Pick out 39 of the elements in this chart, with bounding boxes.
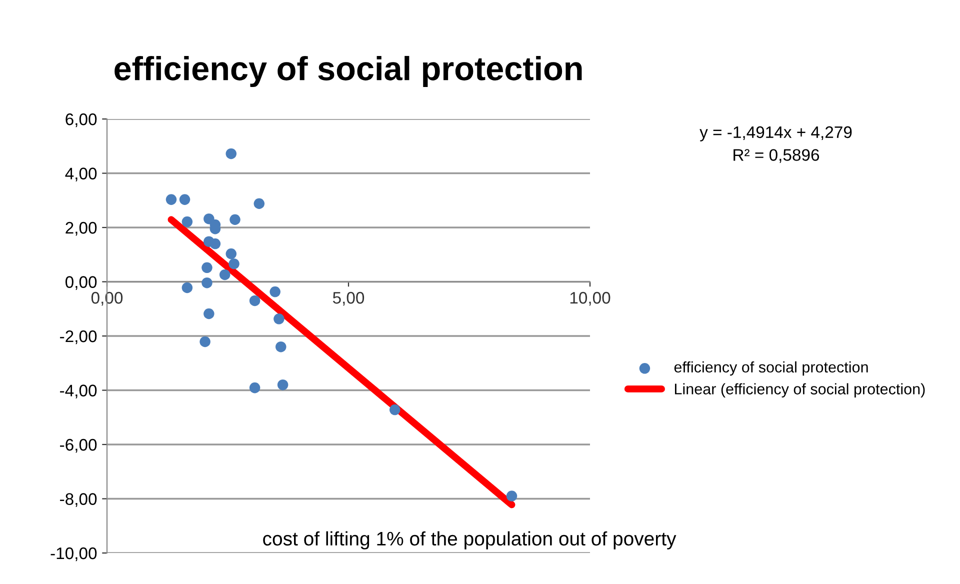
y-tick-label: 0,00 [65,276,97,290]
chart-title: efficiency of social protection [114,56,582,88]
y-tick-label: 2,00 [66,222,97,236]
y-tick-label: -10,00 [50,547,97,562]
y-tick-label: 6,00 [66,113,97,128]
text: y = -1,4914x + 4,279 R² = 0,5896 [700,126,852,163]
point [202,262,212,274]
y-tick-label: -2,00 [60,330,97,344]
point [506,490,518,502]
point [254,198,265,210]
point [204,308,214,320]
legend-label: Linear (efficiency of social protection) [674,383,925,398]
y-tick-label: 4,00 [65,168,97,182]
point [270,286,280,298]
point [202,277,212,288]
x-tick-label: 10,00 [570,292,610,306]
y-tick-label: -6,00 [60,438,97,453]
y-tick-label: -4,00 [60,384,97,398]
point [389,404,400,416]
point [274,314,284,324]
point [182,216,193,228]
point [249,382,260,394]
point [200,336,210,348]
point [226,248,237,260]
point [226,148,237,160]
point [210,238,221,250]
point [166,194,177,205]
y-tick-label: -8,00 [60,493,97,507]
x-axis-title: cost of lifting 1% of the population out of poverty [263,531,676,550]
point [228,258,240,270]
point [276,341,286,352]
point [219,269,230,280]
point [249,295,260,306]
point [277,379,288,390]
point [179,194,190,205]
point [230,214,240,226]
x-tick-label: 5,00 [332,292,364,306]
legend-label: efficiency of social protection [674,361,868,376]
point [182,282,193,294]
